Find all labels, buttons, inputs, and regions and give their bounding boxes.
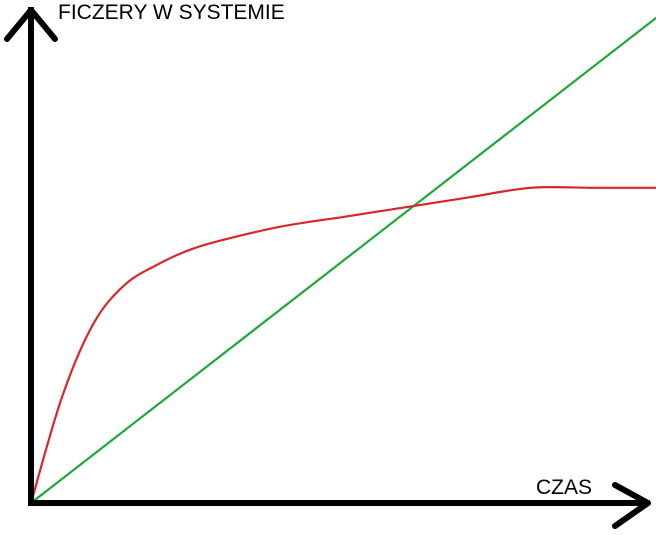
x-axis-arrow-icon (612, 482, 651, 529)
series-line-1 (29, 16, 656, 505)
x-axis-label: CZAS (536, 476, 592, 499)
series-layer (29, 16, 656, 505)
series-line-2 (29, 185, 656, 505)
y-axis-label: FICZERY W SYSTEMIE (58, 1, 285, 24)
y-axis-arrow-icon (4, 7, 58, 42)
